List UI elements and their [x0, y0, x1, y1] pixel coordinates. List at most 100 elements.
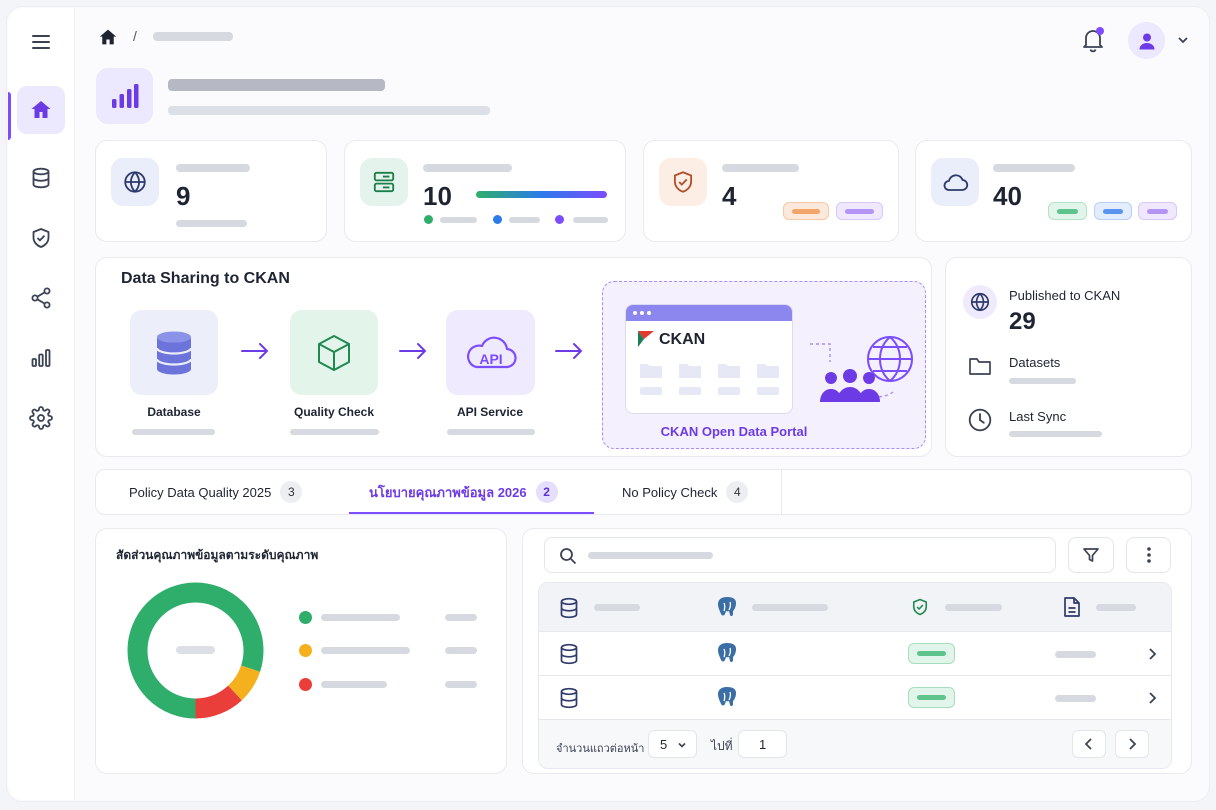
status-badge: [908, 687, 955, 708]
postgresql-icon: [718, 687, 736, 707]
notification-dot: [1096, 27, 1104, 35]
shield-check-icon: [912, 598, 928, 616]
menu-icon[interactable]: [17, 18, 65, 66]
step-label: Database: [147, 405, 201, 419]
status-badge: [1048, 202, 1087, 220]
breadcrumb-home-icon[interactable]: [98, 28, 118, 46]
rows-per-page-label: จำนวนแถวต่อหน้า: [556, 743, 645, 755]
arrow-right-icon: [398, 341, 428, 361]
donut-chart: [127, 582, 264, 719]
more-options-button[interactable]: [1126, 537, 1171, 573]
database-icon: [560, 687, 578, 709]
page-icon: [96, 68, 153, 124]
kebab-icon: [1146, 547, 1151, 563]
goto-page-label: ไปที่: [711, 739, 733, 753]
sidebar-item-sharing[interactable]: [17, 274, 65, 322]
ckan-window: CKAN: [625, 304, 793, 414]
step-label: Quality Check: [293, 405, 375, 419]
document-icon: [1064, 597, 1080, 617]
clock-icon: [967, 407, 993, 433]
tab-no-policy[interactable]: No Policy Check 4: [622, 470, 749, 514]
ckan-logo-icon: [637, 330, 655, 348]
avatar[interactable]: [1128, 22, 1165, 59]
ckan-portal[interactable]: CKAN CKAN Open Data Portal: [602, 281, 926, 449]
arrow-right-icon: [554, 341, 584, 361]
database-icon: [155, 331, 193, 374]
active-tab-underline: [349, 512, 594, 514]
table-footer: จำนวนแถวต่อหน้า 5 ไปที่ 1: [539, 720, 1171, 768]
notification-button[interactable]: [1080, 26, 1106, 54]
bar-chart-icon: [31, 349, 51, 367]
shield-check-icon: [32, 228, 50, 248]
tab-policy-2026[interactable]: นโยบายคุณภาพข้อมูล 2026 2: [369, 470, 558, 514]
postgresql-icon: [718, 643, 736, 663]
status-badge: [1094, 202, 1132, 220]
sidebar-item-reports[interactable]: [17, 334, 65, 382]
search-icon: [560, 548, 577, 565]
legend-dot: [299, 611, 312, 624]
chevron-right-icon: [1129, 738, 1137, 750]
step-label: API Service: [456, 405, 524, 419]
stat-card-policies: 4: [643, 140, 899, 242]
folder-grid: [639, 359, 789, 401]
sidebar-item-database[interactable]: [17, 154, 65, 202]
published-value: 29: [1009, 308, 1036, 335]
filter-button[interactable]: [1068, 537, 1114, 573]
tab-count-badge: 4: [726, 481, 749, 503]
breadcrumb-separator: /: [133, 28, 137, 44]
globe-icon: [963, 285, 997, 319]
home-icon: [31, 101, 51, 118]
user-icon: [1139, 33, 1154, 49]
database-icon: [560, 643, 578, 665]
status-badge: [783, 202, 829, 220]
search-input[interactable]: [544, 537, 1056, 573]
status-badge: [908, 643, 955, 664]
server-icon: [360, 158, 408, 206]
chevron-down-icon[interactable]: [1176, 33, 1190, 47]
datasets-table: จำนวนแถวต่อหน้า 5 ไปที่ 1: [538, 582, 1172, 769]
table-header: [539, 583, 1171, 632]
table-row[interactable]: [539, 632, 1171, 676]
chevron-left-icon: [1084, 738, 1092, 750]
share-icon: [31, 287, 51, 309]
sidebar-item-home[interactable]: [17, 86, 65, 134]
next-page-button[interactable]: [1115, 730, 1149, 758]
prev-page-button[interactable]: [1072, 730, 1106, 758]
legend-dot: [299, 644, 312, 657]
cube-icon: [318, 334, 350, 371]
donut-segment-2: [127, 582, 264, 719]
postgresql-icon: [718, 597, 736, 617]
step-database: [130, 310, 218, 395]
step-quality-check: [290, 310, 378, 395]
stat-value: 40: [993, 181, 1022, 211]
status-badge: [1138, 202, 1177, 220]
window-titlebar: [626, 305, 792, 321]
gear-icon: [29, 406, 53, 430]
shield-check-icon: [659, 158, 707, 206]
portal-label: CKAN Open Data Portal: [660, 424, 808, 439]
page-title-placeholder: [168, 79, 385, 91]
page-number-input[interactable]: 1: [738, 730, 787, 758]
chevron-right-icon: [1149, 692, 1157, 704]
filter-icon: [1083, 548, 1099, 562]
sidebar-item-settings[interactable]: [17, 394, 65, 442]
stat-value: 10: [423, 181, 452, 211]
database-icon: [32, 167, 50, 189]
chevron-down-icon: [678, 742, 686, 748]
tab-policy-2025[interactable]: Policy Data Quality 2025 3: [129, 470, 303, 514]
sidebar-item-security[interactable]: [17, 214, 65, 262]
page-subtitle-placeholder: [168, 106, 490, 115]
step-api-service: API: [446, 310, 535, 395]
cloud-api-icon: API: [466, 336, 517, 368]
api-text: API: [479, 351, 502, 367]
table-row[interactable]: [539, 676, 1171, 720]
sidebar: [8, 8, 75, 800]
legend-dot: [299, 678, 312, 691]
database-icon: [560, 597, 578, 619]
chevron-right-icon: [1149, 648, 1157, 660]
stat-value: 4: [722, 181, 737, 211]
folder-icon: [968, 355, 992, 377]
ckan-brand: CKAN: [659, 331, 706, 348]
rows-per-page-select[interactable]: 5: [648, 730, 697, 758]
stat-card-cloud: 40: [915, 140, 1192, 242]
